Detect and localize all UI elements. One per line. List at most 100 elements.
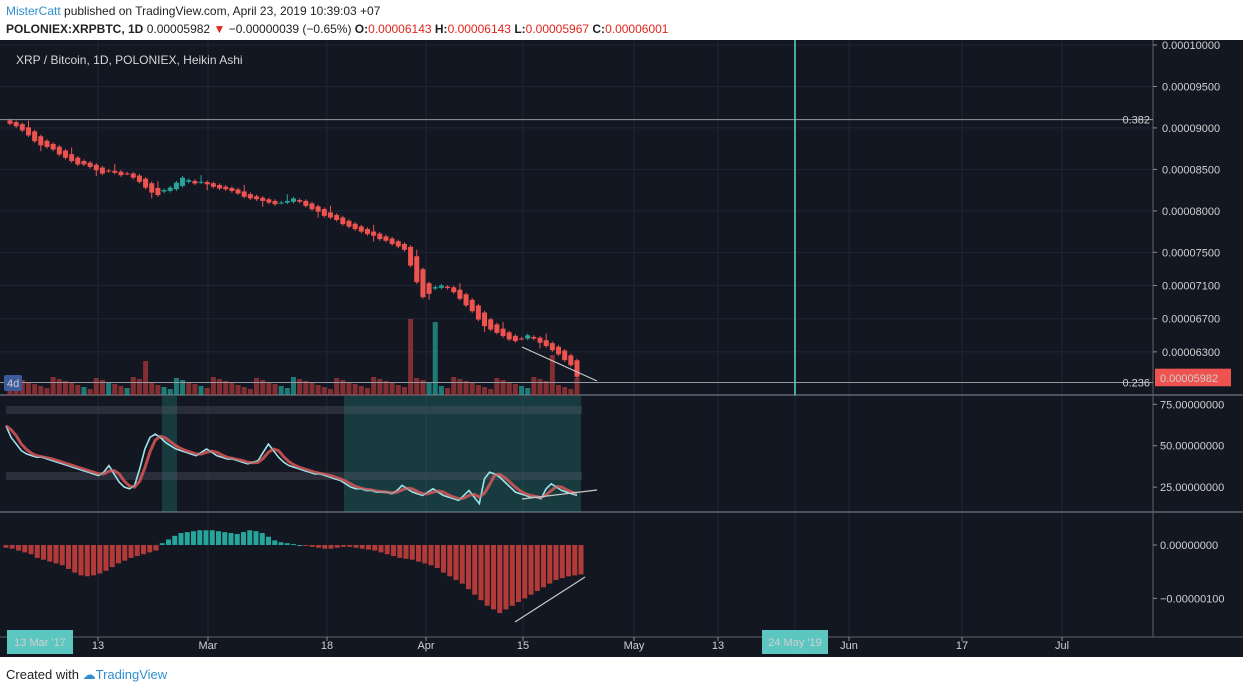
histogram-bar (328, 545, 334, 549)
open-value: 0.00006143 (368, 22, 432, 36)
volume-bar (475, 385, 481, 395)
volume-bar (297, 379, 303, 395)
divergence-trendline (521, 346, 598, 382)
histogram-bar (222, 532, 228, 545)
candle-body (556, 346, 562, 355)
histogram-bar (572, 545, 578, 576)
osc-tick-label: 50.00000000 (1160, 441, 1224, 453)
candle-body (543, 340, 549, 347)
time-tick-label: May (624, 640, 645, 652)
candle-body (192, 180, 198, 184)
histogram-bar (78, 545, 84, 576)
candle-body (408, 246, 414, 266)
volume-bar (340, 380, 346, 395)
price-tick-label: 0.00006700 (1162, 314, 1220, 326)
price-axis[interactable]: 0.00010000 0.00009500 0.00009000 0.00008500… (4, 40, 1231, 605)
price-tick-label: 0.00007100 (1162, 281, 1220, 293)
candles (7, 118, 580, 379)
interval-badge (4, 375, 22, 391)
histogram-bar (134, 545, 140, 557)
histogram-bar (9, 545, 15, 549)
candle-body (112, 170, 118, 173)
candle-body (266, 199, 272, 203)
volume-bar (364, 388, 370, 395)
candle-body (25, 127, 31, 136)
volume-bar (568, 389, 574, 395)
open-label: O: (354, 22, 369, 36)
volume-bar (136, 379, 142, 395)
candle-body (315, 206, 321, 212)
volume-bar (143, 361, 149, 395)
volume-bar (272, 384, 278, 395)
volume-bar (537, 379, 543, 395)
chart-area[interactable]: 0.382 0.236 XRP / Bitcoin, 1D, POLONIEX, … (0, 40, 1243, 657)
price-tick-label: 0.00006300 (1162, 347, 1220, 359)
volume-bar (62, 381, 68, 395)
candle-body (303, 200, 309, 206)
volume-bar (56, 379, 62, 395)
candle-body (38, 136, 44, 146)
candle-body (364, 229, 370, 235)
histogram-bar (122, 545, 128, 561)
histogram-bar (466, 545, 471, 590)
hist-tick-label: 0.00000000 (1160, 540, 1218, 552)
candle-body (519, 338, 525, 340)
osc-zone (6, 472, 582, 480)
volume-bar (173, 378, 179, 395)
volume-bar (254, 378, 260, 395)
time-tick-label: Apr (417, 640, 434, 652)
volume-bar (130, 377, 136, 395)
username-link[interactable]: MisterCatt (6, 4, 61, 18)
histogram-bar (103, 545, 109, 571)
volume-bar (438, 386, 444, 395)
volume-bar (506, 382, 512, 395)
grid (0, 40, 1243, 638)
candle-body (81, 161, 87, 165)
volume-bar (192, 384, 198, 395)
histogram-bar (497, 545, 503, 614)
osc-zone (6, 406, 582, 414)
candle-body (130, 173, 136, 178)
volume-bar (278, 386, 284, 395)
time-tick-label: 18 (321, 640, 333, 652)
time-badge-label: 24 May '19 (768, 637, 821, 649)
histogram-bar (491, 545, 496, 610)
volume-bar (420, 380, 426, 395)
change-down-icon: ▼ (213, 22, 226, 36)
candle-body (93, 164, 99, 171)
volume-bar (161, 387, 167, 395)
volume-bar (371, 377, 377, 395)
volume-bar (414, 378, 420, 395)
volume-bar (574, 378, 580, 395)
candle-body (204, 182, 210, 185)
histogram-bar (534, 545, 540, 591)
volume-bar (149, 383, 155, 395)
histogram-bar (209, 530, 215, 545)
histogram-bar (147, 545, 153, 553)
candle-body (13, 122, 19, 127)
histogram-bar (441, 545, 446, 573)
tradingview-brand[interactable]: TradingView (95, 667, 168, 682)
histogram-bar (528, 545, 534, 595)
histogram-bar (322, 545, 328, 549)
candle-body (143, 178, 149, 188)
volume-bar (500, 380, 506, 395)
histogram-bar (59, 545, 65, 566)
publish-info: MisterCatt published on TradingView.com,… (6, 4, 380, 18)
candle-body (7, 120, 13, 124)
volume-bar (38, 386, 44, 395)
candle-body (260, 197, 266, 201)
histogram-bar (53, 545, 59, 564)
osc-band (162, 396, 177, 512)
price-tick-label: 0.00009000 (1162, 123, 1220, 135)
time-axis[interactable]: 13 Mar '17 13 Mar 18 Apr 15 May 13 24 May '19 Jun… (7, 630, 1069, 654)
volume-bar (327, 389, 333, 395)
high-label: H: (434, 22, 448, 36)
histogram-bar (91, 545, 96, 576)
histogram-bar (378, 545, 384, 553)
volume-bar (210, 377, 216, 395)
volume-bar (432, 322, 438, 395)
volume-bar (241, 387, 247, 395)
fib-level-label: 0.236 (1122, 378, 1150, 390)
candle-body (475, 305, 481, 320)
